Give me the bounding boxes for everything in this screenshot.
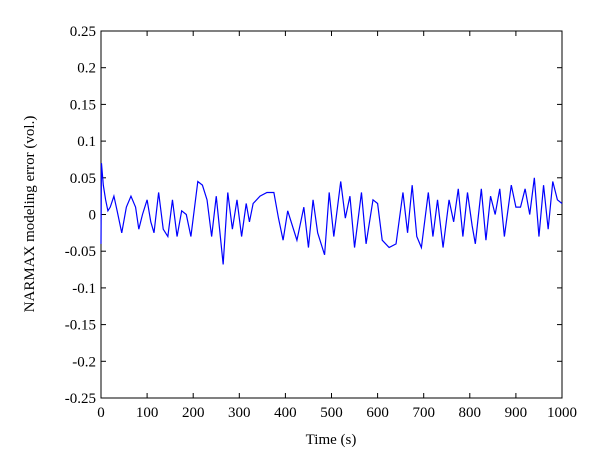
- x-tick-label: 800: [459, 405, 482, 421]
- y-tick-label: -0.15: [65, 318, 96, 334]
- data-line: [100, 163, 563, 265]
- y-tick-label: 0: [89, 208, 97, 224]
- x-tick-label: 900: [505, 405, 528, 421]
- y-tick-label: -0.05: [65, 244, 96, 260]
- y-tick-label: 0.15: [70, 97, 96, 113]
- x-tick-label: 500: [320, 405, 343, 421]
- x-tick-label: 0: [97, 405, 105, 421]
- x-tick-label: 1000: [547, 405, 577, 421]
- x-tick-label: 700: [412, 405, 435, 421]
- y-tick-label: -0.1: [72, 281, 96, 297]
- y-tick-label: -0.2: [72, 354, 96, 370]
- y-tick-label: -0.25: [65, 391, 96, 407]
- x-tick-label: 600: [366, 405, 389, 421]
- x-tick-label: 400: [274, 405, 297, 421]
- y-axis-label: NARMAX modeling error (vol.): [22, 116, 38, 313]
- y-tick-label: 0.1: [77, 134, 96, 150]
- y-tick-label: 0.25: [70, 24, 96, 40]
- y-tick-label: 0.05: [70, 171, 96, 187]
- x-axis-label: Time (s): [306, 432, 357, 448]
- x-tick-label: 100: [136, 405, 159, 421]
- x-tick-label: 200: [182, 405, 205, 421]
- x-tick-label: 300: [228, 405, 251, 421]
- y-tick-label: 0.2: [77, 61, 96, 77]
